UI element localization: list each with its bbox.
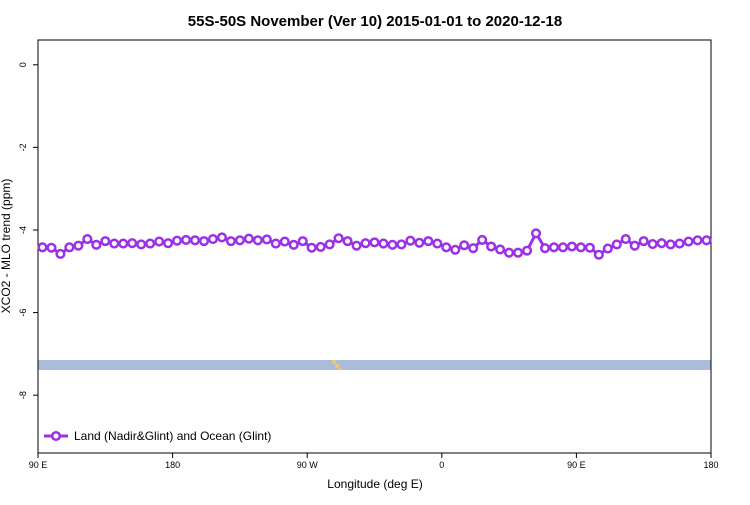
marker bbox=[620, 234, 631, 245]
marker bbox=[297, 236, 308, 247]
marker bbox=[181, 234, 192, 245]
marker bbox=[46, 242, 57, 253]
marker bbox=[37, 242, 48, 253]
marker bbox=[602, 243, 613, 254]
marker bbox=[459, 240, 470, 251]
marker bbox=[674, 238, 685, 249]
y-tick-label: -4 bbox=[18, 226, 28, 234]
marker bbox=[64, 242, 75, 253]
marker bbox=[450, 244, 461, 255]
y-tick-label: -6 bbox=[18, 309, 28, 317]
marker bbox=[100, 236, 111, 247]
marker bbox=[584, 242, 595, 253]
marker bbox=[566, 241, 577, 252]
x-tick-label: 180 bbox=[703, 460, 718, 470]
y-tick-label: -2 bbox=[18, 143, 28, 151]
marker bbox=[55, 248, 66, 259]
chart-title: 55S-50S November (Ver 10) 2015-01-01 to … bbox=[188, 13, 562, 30]
marker bbox=[414, 237, 425, 248]
x-tick-label: 0 bbox=[439, 460, 444, 470]
marker bbox=[270, 238, 281, 249]
marker bbox=[638, 236, 649, 247]
marker bbox=[163, 238, 174, 249]
marker bbox=[261, 234, 272, 245]
x-tick-label: 90 E bbox=[567, 460, 586, 470]
marker bbox=[145, 238, 156, 249]
marker bbox=[306, 242, 317, 253]
marker bbox=[324, 239, 335, 250]
marker bbox=[441, 242, 452, 253]
y-tick-label: 0 bbox=[18, 62, 28, 67]
marker bbox=[692, 235, 703, 246]
y-axis-label: XCO2 - MLO trend (ppm) bbox=[0, 179, 13, 314]
x-tick-label: 90 E bbox=[29, 460, 48, 470]
marker bbox=[477, 234, 488, 245]
mask-band bbox=[38, 360, 711, 370]
marker bbox=[360, 238, 371, 249]
marker bbox=[647, 238, 658, 250]
legend-label: Land (Nadir&Glint) and Ocean (Glint) bbox=[74, 429, 271, 443]
marker bbox=[468, 243, 479, 254]
marker bbox=[504, 247, 515, 258]
marker bbox=[557, 242, 568, 253]
marker bbox=[342, 236, 353, 247]
marker bbox=[521, 245, 533, 256]
marker bbox=[530, 228, 542, 239]
marker bbox=[378, 238, 389, 249]
marker bbox=[539, 243, 551, 254]
marker bbox=[629, 240, 640, 251]
marker bbox=[387, 239, 398, 250]
marker bbox=[701, 235, 712, 246]
mask-dot bbox=[338, 367, 342, 371]
marker bbox=[73, 240, 84, 251]
marker bbox=[82, 234, 93, 245]
marker bbox=[234, 235, 245, 246]
marker bbox=[611, 239, 622, 250]
marker bbox=[405, 235, 416, 246]
marker bbox=[243, 233, 254, 244]
legend-marker bbox=[50, 430, 62, 442]
marker bbox=[225, 236, 236, 247]
marker bbox=[279, 236, 290, 247]
x-axis-label: Longitude (deg E) bbox=[327, 477, 422, 491]
marker bbox=[216, 232, 228, 243]
x-tick-label: 90 W bbox=[297, 460, 319, 470]
marker bbox=[315, 241, 326, 252]
marker bbox=[548, 242, 560, 253]
mask-dot bbox=[332, 360, 336, 364]
marker bbox=[432, 238, 443, 249]
marker bbox=[593, 249, 604, 260]
marker bbox=[172, 235, 183, 246]
marker bbox=[136, 239, 147, 250]
marker bbox=[513, 247, 524, 258]
marker bbox=[683, 236, 694, 247]
marker bbox=[656, 238, 667, 249]
marker bbox=[207, 234, 219, 245]
marker bbox=[351, 240, 362, 251]
marker bbox=[665, 239, 676, 250]
y-tick-label: -8 bbox=[18, 391, 28, 399]
marker bbox=[369, 237, 380, 248]
marker bbox=[118, 238, 129, 249]
marker bbox=[396, 239, 407, 250]
marker bbox=[423, 236, 434, 247]
marker bbox=[495, 244, 506, 255]
marker bbox=[198, 236, 210, 247]
marker bbox=[575, 242, 586, 253]
marker bbox=[109, 238, 120, 249]
mask-dot bbox=[335, 364, 339, 368]
marker bbox=[486, 241, 497, 252]
x-tick-label: 180 bbox=[165, 460, 180, 470]
marker bbox=[288, 239, 299, 250]
marker bbox=[189, 235, 201, 246]
marker bbox=[252, 235, 263, 246]
marker bbox=[127, 238, 138, 249]
marker bbox=[154, 236, 165, 247]
marker bbox=[91, 239, 102, 250]
marker bbox=[333, 233, 344, 244]
